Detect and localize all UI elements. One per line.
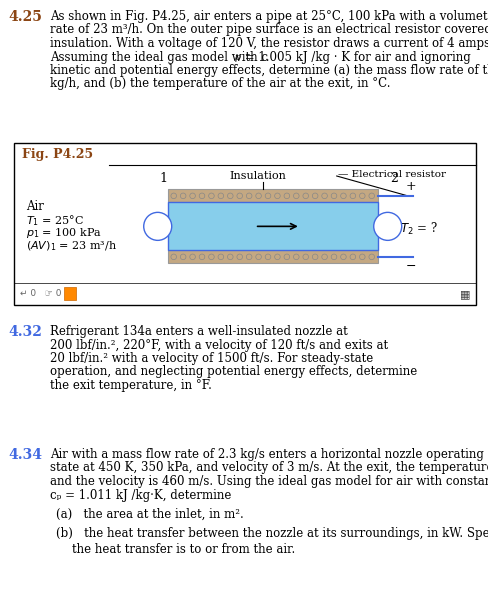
Text: 4.32: 4.32 xyxy=(8,325,42,339)
Text: Insulation: Insulation xyxy=(229,171,285,181)
Text: kinetic and potential energy effects, determine (a) the mass flow rate of the ai: kinetic and potential energy effects, de… xyxy=(50,64,488,77)
Text: +: + xyxy=(405,180,415,193)
Text: — Electrical resistor: — Electrical resistor xyxy=(337,170,445,179)
Text: rate of 23 m³/h. On the outer pipe surface is an electrical resistor covered wit: rate of 23 m³/h. On the outer pipe surfa… xyxy=(50,23,488,36)
Bar xyxy=(64,287,76,300)
Text: ▦: ▦ xyxy=(459,289,469,299)
Text: Air with a mass flow rate of 2.3 kg/s enters a horizontal nozzle operating at st: Air with a mass flow rate of 2.3 kg/s en… xyxy=(50,448,488,461)
Text: −: − xyxy=(405,260,415,273)
Text: and the velocity is 460 m/s. Using the ideal gas model for air with constant: and the velocity is 460 m/s. Using the i… xyxy=(50,475,488,488)
Text: Assuming the ideal gas model with c: Assuming the ideal gas model with c xyxy=(50,50,267,63)
Text: 4.25: 4.25 xyxy=(8,10,42,24)
Text: $T_1$ = 25°C: $T_1$ = 25°C xyxy=(26,213,84,228)
Text: 4.34: 4.34 xyxy=(8,448,42,462)
Text: As shown in Fig. P4.25, air enters a pipe at 25°C, 100 kPa with a volumetric flo: As shown in Fig. P4.25, air enters a pip… xyxy=(50,10,488,23)
Text: $(AV)_1$ = 23 m³/h: $(AV)_1$ = 23 m³/h xyxy=(26,239,117,253)
Text: ↵ 0   ☞ 0: ↵ 0 ☞ 0 xyxy=(20,289,61,298)
Text: 20 lbf/in.² with a velocity of 1500 ft/s. For steady-state: 20 lbf/in.² with a velocity of 1500 ft/s… xyxy=(50,352,372,365)
Text: insulation. With a voltage of 120 V, the resistor draws a current of 4 amps.: insulation. With a voltage of 120 V, the… xyxy=(50,37,488,50)
Text: p: p xyxy=(235,53,240,62)
Circle shape xyxy=(143,212,171,240)
Text: Fig. P4.25: Fig. P4.25 xyxy=(22,148,93,161)
Text: the heat transfer is to or from the air.: the heat transfer is to or from the air. xyxy=(72,543,295,556)
Text: 200 lbf/in.², 220°F, with a velocity of 120 ft/s and exits at: 200 lbf/in.², 220°F, with a velocity of … xyxy=(50,338,387,352)
Text: the exit temperature, in °F.: the exit temperature, in °F. xyxy=(50,379,211,392)
Text: $T_2$ = ?: $T_2$ = ? xyxy=(399,221,437,237)
Bar xyxy=(14,143,475,305)
Text: kg/h, and (b) the temperature of the air at the exit, in °C.: kg/h, and (b) the temperature of the air… xyxy=(50,78,390,90)
Text: 1: 1 xyxy=(160,172,167,185)
Text: Air: Air xyxy=(26,200,44,213)
Text: (b)   the heat transfer between the nozzle at its surroundings, in kW. Specify w: (b) the heat transfer between the nozzle… xyxy=(56,527,488,541)
Text: Refrigerant 134a enters a well-insulated nozzle at: Refrigerant 134a enters a well-insulated… xyxy=(50,325,347,338)
Text: $p_1$ = 100 kPa: $p_1$ = 100 kPa xyxy=(26,227,102,240)
Bar xyxy=(167,251,377,263)
Text: state at 450 K, 350 kPa, and velocity of 3 m/s. At the exit, the temperature is : state at 450 K, 350 kPa, and velocity of… xyxy=(50,462,488,474)
Text: operation, and neglecting potential energy effects, determine: operation, and neglecting potential ener… xyxy=(50,365,416,379)
Text: cₚ = 1.011 kJ /kg·K, determine: cₚ = 1.011 kJ /kg·K, determine xyxy=(50,489,231,502)
Circle shape xyxy=(373,212,401,240)
Bar xyxy=(167,202,377,251)
Bar xyxy=(167,190,377,202)
Text: (a)   the area at the inlet, in m².: (a) the area at the inlet, in m². xyxy=(56,508,243,521)
Text: = 1.005 kJ /kg · K for air and ignoring: = 1.005 kJ /kg · K for air and ignoring xyxy=(241,50,470,63)
Text: 2: 2 xyxy=(389,172,397,185)
